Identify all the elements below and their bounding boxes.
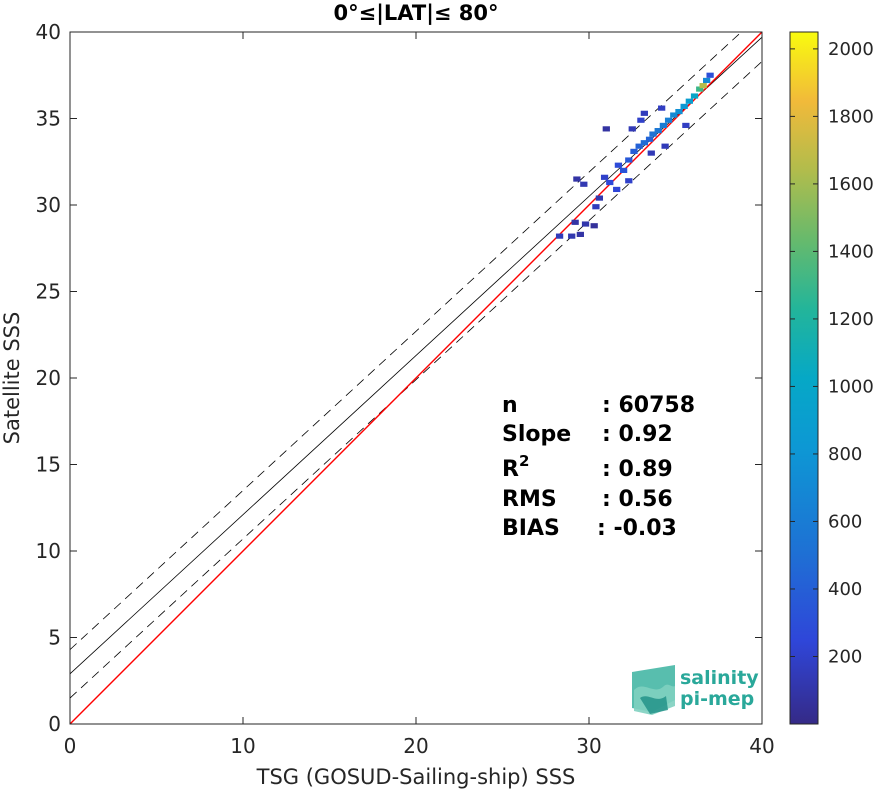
colorbar-tick-label: 1400 bbox=[828, 241, 874, 262]
stat-n-value: : 60758 bbox=[602, 393, 695, 418]
y-tick-label: 20 bbox=[36, 366, 61, 390]
density-bin bbox=[580, 181, 588, 187]
regression-lines bbox=[70, 32, 762, 724]
density-bin bbox=[664, 117, 673, 123]
y-tick-label: 15 bbox=[36, 453, 61, 477]
y-axis-ticks: 0 5 10 15 20 25 30 35 40 bbox=[36, 20, 762, 736]
stat-n-label: n bbox=[502, 393, 518, 418]
density-bin bbox=[602, 126, 610, 132]
chart-title: 0°≤|LAT|≤ 80° bbox=[333, 1, 498, 26]
x-tick-label: 20 bbox=[403, 734, 428, 758]
density-bin bbox=[625, 178, 633, 184]
density-bin bbox=[600, 174, 609, 180]
fit-upper-dashed-line bbox=[70, 32, 742, 650]
density-bins bbox=[555, 72, 714, 239]
colorbar-ticks: 200 400 600 800 1000 1200 1400 1600 1800 2000 bbox=[790, 39, 874, 667]
density-bin bbox=[619, 167, 628, 173]
density-bin bbox=[685, 98, 693, 104]
statistics-panel: n : 60758 Slope : 0.92 R 2 : 0.89 RMS : … bbox=[502, 393, 695, 541]
stat-slope-value: : 0.92 bbox=[602, 422, 673, 447]
stat-bias-label: BIAS bbox=[502, 516, 560, 541]
density-bin bbox=[568, 233, 576, 239]
density-bin bbox=[592, 204, 600, 210]
stat-rms-label: RMS bbox=[502, 487, 557, 512]
density-bin bbox=[625, 157, 633, 163]
logo-text-salinity: salinity bbox=[680, 667, 759, 689]
density-bin bbox=[576, 231, 584, 238]
y-tick-label: 25 bbox=[36, 280, 61, 304]
density-bin bbox=[581, 221, 590, 227]
density-bin bbox=[640, 110, 648, 116]
density-bin bbox=[637, 117, 645, 123]
density-bin bbox=[706, 72, 714, 78]
density-bin bbox=[555, 233, 564, 239]
colorbar-tick-label: 200 bbox=[828, 646, 862, 667]
stat-bias-value: : -0.03 bbox=[597, 516, 677, 541]
density-bin bbox=[571, 219, 579, 225]
x-tick-label: 40 bbox=[749, 734, 774, 758]
colorbar-tick-label: 1800 bbox=[828, 106, 874, 127]
density-bin bbox=[699, 83, 707, 89]
density-bin bbox=[613, 186, 621, 193]
density-bin bbox=[703, 77, 711, 84]
stat-slope-label: Slope bbox=[502, 422, 571, 447]
density-bin bbox=[606, 179, 614, 186]
colorbar-tick-label: 800 bbox=[828, 444, 862, 465]
density-bin bbox=[630, 148, 638, 154]
colorbar bbox=[789, 31, 819, 725]
y-axis-label: Satellite SSS bbox=[0, 312, 24, 445]
density-bin bbox=[649, 131, 657, 137]
stat-r2-value: : 0.89 bbox=[602, 457, 673, 482]
density-bin bbox=[682, 122, 690, 129]
density-bin bbox=[647, 150, 655, 156]
stat-r2-sup: 2 bbox=[519, 452, 529, 470]
density-bin bbox=[645, 136, 654, 142]
density-bin bbox=[628, 126, 636, 132]
density-bin bbox=[614, 162, 623, 168]
colorbar-tick-label: 1200 bbox=[828, 309, 874, 330]
x-tick-label: 30 bbox=[576, 734, 601, 758]
colorbar-tick-label: 1000 bbox=[828, 376, 874, 397]
density-bin bbox=[670, 112, 678, 118]
density-bin bbox=[573, 176, 581, 182]
density-bin bbox=[675, 108, 683, 115]
y-tick-label: 0 bbox=[48, 712, 61, 736]
density-bin bbox=[696, 86, 704, 92]
stat-r2-label: R bbox=[502, 457, 519, 482]
density-bin bbox=[654, 128, 662, 134]
colorbar-tick-label: 600 bbox=[828, 511, 862, 532]
density-bin bbox=[690, 93, 699, 99]
y-tick-label: 5 bbox=[48, 626, 61, 650]
x-tick-label: 0 bbox=[64, 734, 77, 758]
colorbar-tick-label: 2000 bbox=[828, 39, 874, 60]
y-tick-label: 10 bbox=[36, 539, 61, 563]
density-bin bbox=[590, 223, 598, 229]
y-tick-label: 30 bbox=[36, 193, 61, 217]
fit-lower-dashed-line bbox=[70, 61, 762, 699]
density-bin bbox=[661, 143, 669, 149]
density-bin bbox=[658, 105, 666, 111]
colorbar-tick-label: 400 bbox=[828, 579, 862, 600]
salinity-pi-mep-logo: salinity pi-mep bbox=[632, 665, 759, 715]
density-bin bbox=[635, 143, 643, 149]
x-tick-label: 10 bbox=[230, 734, 255, 758]
identity-line bbox=[70, 32, 762, 724]
density-bin bbox=[595, 195, 604, 201]
density-bin bbox=[680, 103, 688, 109]
colorbar-tick-label: 1600 bbox=[828, 174, 874, 195]
logo-text-pi-mep: pi-mep bbox=[680, 688, 754, 710]
stat-rms-value: : 0.56 bbox=[602, 487, 673, 512]
x-axis-label: TSG (GOSUD-Sailing-ship) SSS bbox=[256, 765, 576, 789]
density-bin bbox=[640, 140, 648, 146]
density-bin bbox=[659, 122, 668, 129]
y-tick-label: 35 bbox=[36, 107, 61, 131]
y-tick-label: 40 bbox=[36, 20, 61, 44]
x-axis-ticks: 0 10 20 30 40 bbox=[64, 32, 775, 758]
